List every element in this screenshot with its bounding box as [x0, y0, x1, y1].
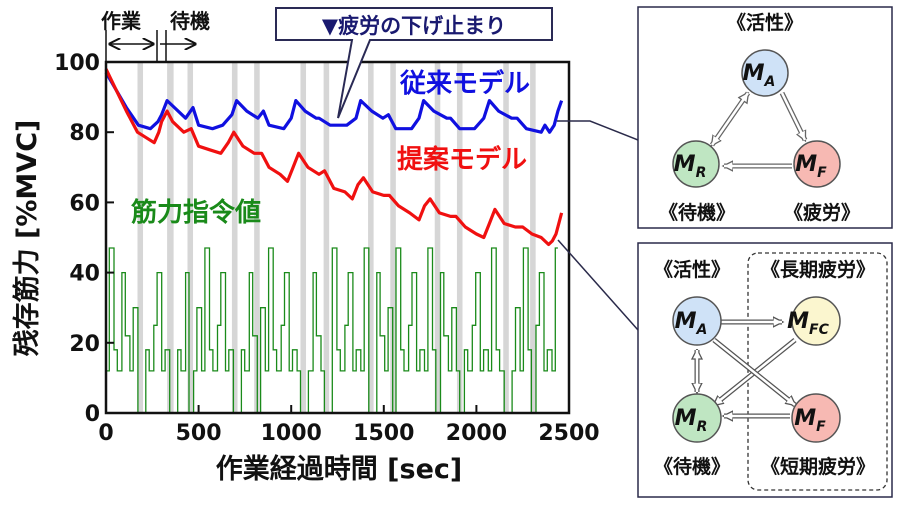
node-mf-1 [793, 140, 841, 188]
rest-band-9 [434, 62, 441, 413]
series-proposed [104, 68, 564, 247]
rest-bands [137, 62, 536, 413]
rest-band-11 [503, 62, 509, 413]
phase-label-rest: 待機 [170, 9, 210, 33]
node-mr-1-text: MR [674, 152, 707, 181]
connector-top [557, 120, 639, 141]
diagram-four-state-box [637, 242, 893, 498]
node-mf-1-text: MF [795, 152, 827, 181]
y-tick-label-1: 20 [69, 332, 100, 357]
rest-band-10 [456, 62, 463, 413]
node-mf-2-text: MF [794, 406, 826, 435]
diagram-three-state-box [637, 6, 893, 229]
y-tick-label-4: 80 [69, 121, 100, 146]
arrow-ma-mf-1-core [780, 92, 807, 141]
label-rest-2: 《待機》 [654, 455, 730, 478]
legend-command: 筋力指令値 [131, 197, 261, 228]
series-command [106, 247, 558, 414]
rest-band-3 [231, 62, 238, 413]
rest-band-12 [530, 62, 536, 413]
series-conventional [104, 71, 564, 134]
label-long-fatigue: 《長期疲労》 [761, 258, 875, 281]
legend-conventional: 従来モデル [399, 68, 530, 99]
y-tick-label-2: 40 [69, 262, 100, 287]
x-tick-label-1: 500 [176, 421, 222, 446]
y-tick-label-5: 100 [54, 51, 100, 76]
rest-band-6 [323, 62, 330, 413]
x-tick-label-2: 1000 [261, 421, 322, 446]
long-term-group [747, 252, 888, 491]
axis-ticks: 0 500 1000 1500 2000 2500 0 20 40 60 80 100 [54, 51, 600, 446]
rest-band-5 [300, 62, 307, 413]
node-mr-2 [672, 393, 722, 443]
node-ma-1 [741, 49, 789, 97]
y-tick-label-3: 60 [69, 191, 100, 216]
node-ma-2 [672, 296, 722, 346]
label-rest-1: 《待機》 [659, 201, 735, 224]
node-mr-1 [672, 140, 720, 188]
callout-text: ▼疲労の下げ止まり [322, 14, 506, 38]
connector-bottom [557, 239, 639, 331]
label-fatigue-1: 《疲労》 [784, 201, 860, 224]
x-tick-label-5: 2500 [538, 421, 599, 446]
callout-bubble [275, 7, 553, 119]
series-lines [104, 68, 564, 247]
node-mr-2-text: MR [675, 406, 708, 435]
rest-band-0 [137, 62, 144, 413]
node-mfc [791, 296, 841, 346]
x-tick-label-4: 2000 [446, 421, 507, 446]
rest-band-7 [368, 62, 374, 413]
x-tick-label-3: 1500 [353, 421, 414, 446]
label-active-1: 《活性》 [727, 11, 803, 34]
phase-label-work: 作業 [101, 9, 142, 33]
y-tick-label-0: 0 [85, 402, 100, 427]
x-axis-label: 作業経過時間 [sec] [216, 453, 462, 485]
rest-band-1 [167, 62, 174, 413]
label-short-fatigue: 《短期疲労》 [761, 455, 875, 478]
arrow-ma-mf-core [713, 339, 796, 406]
node-ma-1-text: MA [743, 61, 776, 90]
arrow-ma-mr-1-core [710, 92, 750, 146]
command-series [106, 247, 558, 414]
plot-frame [104, 60, 571, 415]
rest-band-4 [254, 62, 260, 413]
rest-band-2 [187, 62, 194, 413]
node-ma-2-text: MA [675, 309, 708, 338]
x-tick-label-0: 0 [98, 421, 113, 446]
node-mf-2 [791, 393, 841, 443]
node-mfc-text: MFC [787, 309, 829, 338]
rest-band-8 [390, 62, 396, 413]
y-axis-label: 残存筋力 [%MVC] [11, 120, 43, 357]
legend-proposed: 提案モデル [397, 144, 527, 175]
label-active-2: 《活性》 [654, 258, 730, 281]
